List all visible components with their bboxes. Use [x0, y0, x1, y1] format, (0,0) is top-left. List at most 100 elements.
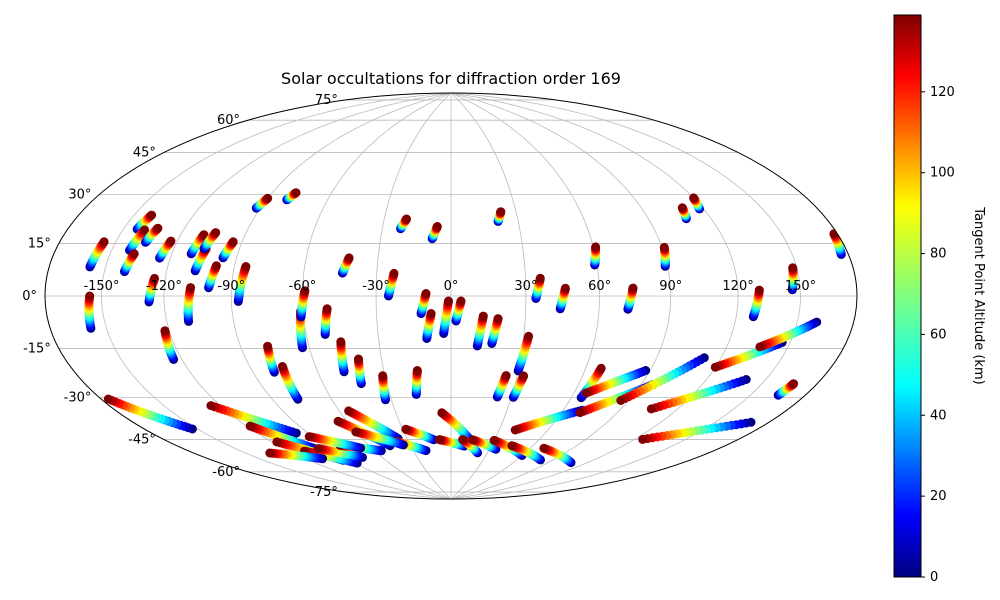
- occultation-track: [513, 331, 534, 376]
- track-point: [755, 342, 765, 352]
- track-point: [575, 408, 585, 418]
- colorbar-ticks: 0 20 40 60 80 100 120: [921, 85, 955, 585]
- track-point: [211, 261, 221, 271]
- colorbar-tick-label: 20: [930, 489, 947, 504]
- map-border: [44, 92, 858, 500]
- track-point: [344, 253, 354, 263]
- track-point: [160, 326, 170, 336]
- occultation-track: [416, 289, 431, 319]
- track-point: [710, 362, 720, 372]
- track-point: [153, 223, 163, 233]
- track-point: [291, 188, 301, 198]
- longitude-tick-label: 0°: [444, 279, 459, 294]
- occultation-track: [320, 304, 332, 339]
- colorbar: [893, 14, 922, 578]
- track-point: [150, 273, 159, 283]
- track-point: [199, 230, 209, 240]
- occultation-track: [787, 263, 798, 295]
- track-point: [560, 283, 570, 293]
- track-point: [272, 437, 282, 447]
- occultation-track: [437, 408, 475, 445]
- occultation-track: [689, 193, 704, 214]
- occultation-track: [623, 283, 638, 314]
- occultation-track: [313, 444, 367, 462]
- latitude-tick-label: 0°: [22, 289, 37, 304]
- occultation-track: [458, 435, 483, 458]
- latitude-tick-label: -60°: [212, 465, 240, 480]
- track-point: [147, 210, 157, 220]
- track-point: [354, 354, 363, 364]
- track-point: [263, 341, 273, 351]
- track-point: [412, 366, 422, 375]
- occultation-track: [378, 371, 390, 405]
- track-point: [754, 285, 764, 295]
- occultation-track: [84, 291, 96, 333]
- track-point: [211, 228, 221, 238]
- occultation-track: [451, 296, 466, 326]
- latitude-tick-label: 30°: [68, 188, 91, 203]
- latitude-tick-label: -15°: [23, 342, 51, 357]
- track-point: [401, 424, 411, 434]
- occultation-track: [296, 286, 310, 322]
- occultation-track: [581, 366, 651, 398]
- occultation-track: [555, 283, 570, 314]
- track-point: [596, 363, 606, 373]
- track-point: [389, 268, 399, 278]
- occultation-track: [422, 309, 436, 343]
- colorbar-tick-label: 0: [930, 570, 938, 585]
- track-point: [85, 291, 95, 301]
- latitude-tick-label: 15°: [28, 236, 51, 251]
- latitude-tick-label: -45°: [128, 433, 156, 448]
- occultation-track: [773, 379, 799, 400]
- occultation-track: [396, 214, 411, 234]
- latitude-tick-label: 75°: [315, 93, 338, 108]
- occultation-track: [277, 362, 303, 404]
- occultation-track: [411, 366, 422, 399]
- track-point: [344, 406, 354, 416]
- longitude-tick-label: -90°: [217, 279, 245, 294]
- track-point: [434, 435, 444, 445]
- colorbar-label: Tangent Point Altitude (km): [971, 206, 986, 384]
- occultation-track: [282, 188, 301, 205]
- occultation-track: [646, 375, 751, 414]
- occultation-track: [144, 273, 159, 307]
- colorbar-tick-label: 80: [930, 247, 947, 262]
- occultation-track: [434, 435, 469, 451]
- longitude-tick-labels: -150° -120° -90° -60° -30° 0° 30° 60° 90° 120° 150…: [83, 279, 816, 294]
- occultation-track: [85, 237, 109, 272]
- occultation-track: [492, 371, 511, 402]
- track-point: [322, 304, 332, 314]
- track-point: [677, 203, 687, 213]
- occultation-track: [616, 353, 709, 405]
- track-point: [103, 394, 113, 404]
- track-point: [659, 242, 669, 252]
- track-point: [478, 311, 488, 321]
- latitude-tick-labels: -75° -60° -45° -30° -15° 0° 15° 30° 45° 60° 75°: [22, 93, 338, 500]
- track-point: [501, 371, 511, 381]
- track-point: [458, 435, 468, 445]
- track-point: [228, 237, 238, 247]
- occultation-track: [336, 337, 349, 377]
- track-point: [437, 408, 447, 418]
- track-point: [456, 296, 466, 306]
- occultation-track: [103, 394, 197, 434]
- longitude-tick-label: -150°: [83, 279, 119, 294]
- track-point: [351, 427, 361, 437]
- latitude-tick-label: -75°: [310, 485, 338, 500]
- longitude-tick-label: 150°: [785, 279, 816, 294]
- occultation-track: [508, 371, 529, 402]
- track-point: [510, 425, 520, 435]
- latitude-tick-label: 45°: [133, 145, 156, 160]
- chart-title: Solar occultations for diffraction order…: [281, 69, 621, 88]
- latitude-tick-label: 60°: [217, 113, 240, 128]
- occultation-track: [233, 262, 251, 306]
- track-point: [689, 193, 699, 203]
- track-point: [336, 337, 346, 347]
- track-point: [426, 309, 436, 318]
- track-point: [535, 273, 545, 283]
- track-point: [140, 225, 150, 235]
- occultation-track: [251, 193, 273, 213]
- track-point: [421, 289, 431, 298]
- occultation-track: [206, 401, 301, 438]
- track-point: [333, 416, 343, 426]
